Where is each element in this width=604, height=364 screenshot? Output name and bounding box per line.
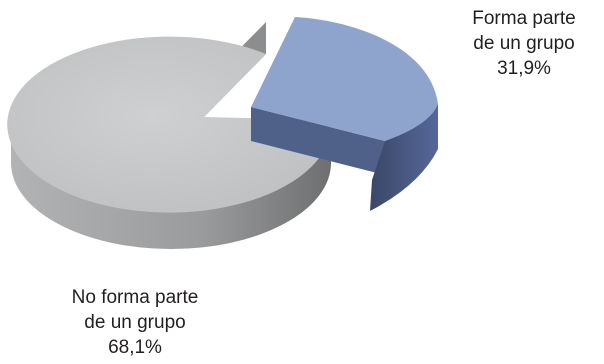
slice-label-no-forma-parte-value: 68,1% (108, 337, 162, 358)
pie-slice-forma-parte-top (251, 17, 438, 141)
pie-slice-no-forma-parte (7, 22, 332, 249)
slice-label-no-forma-parte-line-2: de un grupo (84, 312, 186, 333)
slice-label-forma-parte-value: 31,9% (497, 58, 551, 79)
slice-label-forma-parte-line-1: Forma parte (472, 8, 576, 29)
pie-slice-forma-parte-side (370, 104, 438, 211)
slice-label-forma-parte-line-2: de un grupo (473, 33, 575, 54)
slice-label-no-forma-parte: No forma parte de un grupo 68,1% (40, 285, 230, 360)
pie-slice-no-forma-parte-side (11, 120, 331, 249)
slice-label-forma-parte: Forma parte de un grupo 31,9% (444, 6, 604, 81)
pie-slice-no-forma-parte-top (7, 36, 332, 213)
slice-label-no-forma-parte-line-1: No forma parte (71, 287, 199, 308)
pie-slice-forma-parte (251, 17, 438, 211)
pie-slice-forma-parte-inner-wall (251, 107, 385, 175)
